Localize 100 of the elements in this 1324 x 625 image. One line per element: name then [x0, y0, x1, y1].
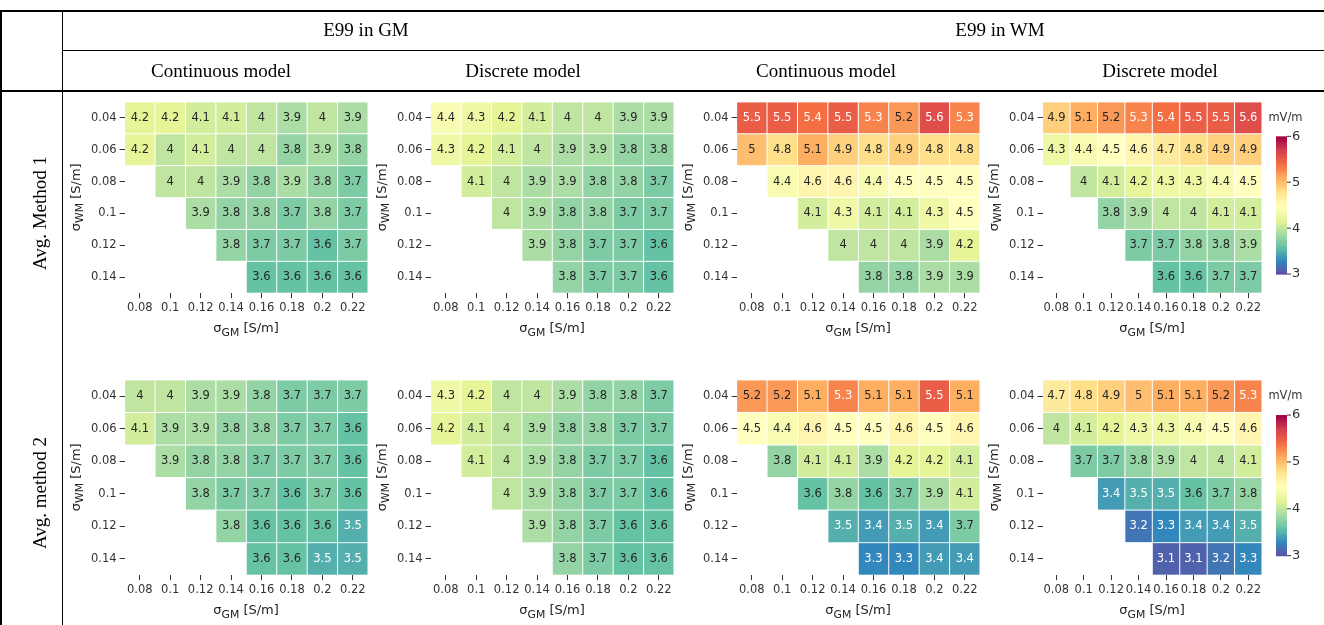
- data-label: 3.8: [1102, 205, 1121, 220]
- data-label: 5.1: [1156, 388, 1176, 403]
- y-tick-label: 0.12: [1009, 518, 1035, 533]
- y-tick-label: 0.12: [91, 518, 117, 533]
- data-label: 3.4: [864, 518, 883, 533]
- x-tick-label: 0.08: [1043, 300, 1070, 315]
- color-bar-label: 3: [1292, 265, 1301, 281]
- data-label: 3.6: [282, 269, 302, 284]
- y-tick-label: 0.12: [703, 237, 729, 252]
- x-tick-label: 0.12: [1098, 582, 1124, 597]
- data-label: 3.7: [588, 485, 608, 500]
- data-label: 4.9: [1239, 141, 1258, 156]
- color-bar-label: 3: [1292, 547, 1301, 563]
- y-tick-label: 0.04: [1009, 388, 1035, 403]
- data-label: 4.1: [527, 109, 547, 124]
- data-label: 3.5: [1156, 485, 1176, 500]
- data-label: 3.6: [1184, 485, 1203, 500]
- data-label: 3.7: [619, 453, 638, 468]
- data-label: 3.8: [1129, 453, 1148, 468]
- x-tick-label: 0.16: [860, 300, 887, 315]
- data-label: 3.8: [588, 388, 608, 403]
- data-label: 4.2: [1129, 173, 1148, 188]
- data-label: 4.5: [955, 205, 974, 220]
- x-tick-label: 0.14: [524, 582, 550, 597]
- data-label: 4.3: [436, 388, 455, 403]
- y-tick-label: 0.08: [91, 173, 117, 188]
- text: Discrete model: [1102, 60, 1218, 82]
- data-label: 4.4: [864, 173, 883, 188]
- x-tick-label: 0.18: [279, 582, 305, 597]
- data-label: 3.8: [313, 173, 332, 188]
- x-tick-label: 0.16: [860, 582, 887, 597]
- data-label: 5.5: [1211, 109, 1231, 124]
- data-label: 3.9: [558, 141, 577, 156]
- x-tick-label: 0.2: [313, 582, 332, 597]
- x-tick-label: 0.08: [127, 582, 153, 597]
- data-label: 4: [227, 141, 235, 156]
- data-label: 4.6: [894, 420, 914, 435]
- data-label: 3.8: [558, 518, 577, 533]
- data-label: 4.1: [497, 141, 516, 156]
- y-tick-label: 0.1: [1016, 485, 1035, 500]
- data-label: 4.1: [467, 453, 486, 468]
- data-label: 3.9: [1129, 205, 1148, 220]
- data-label: 3.9: [1239, 237, 1258, 252]
- data-label: 4.6: [1129, 141, 1148, 156]
- data-label: 4: [136, 388, 144, 403]
- x-tick-label: 0.2: [925, 300, 944, 315]
- x-axis-title: σ$_{GM}$ [S/m]: [213, 320, 279, 339]
- data-label: 3.5: [1129, 485, 1148, 500]
- data-label: 4: [503, 485, 511, 500]
- data-label: 4.1: [955, 485, 974, 500]
- data-label: 4.4: [773, 173, 792, 188]
- data-label: 3.4: [1102, 485, 1121, 500]
- data-label: 3.2: [1211, 550, 1231, 565]
- data-label: 3.8: [191, 453, 210, 468]
- data-label: 3.8: [191, 485, 210, 500]
- data-label: 5.1: [864, 388, 883, 403]
- data-label: 3.7: [313, 485, 332, 500]
- data-label: 3.5: [343, 518, 362, 533]
- data-label: 4: [166, 141, 174, 156]
- data-label: 5: [1134, 388, 1143, 403]
- data-label: 3.8: [1184, 237, 1203, 252]
- data-label: 3.8: [252, 388, 271, 403]
- data-label: 3.7: [343, 205, 362, 220]
- y-tick-label: 0.06: [1009, 141, 1035, 156]
- data-label: 4.4: [1184, 420, 1203, 435]
- data-label: 3.8: [588, 420, 608, 435]
- x-tick-label: 0.2: [313, 300, 332, 315]
- y-tick-label: 0.1: [98, 205, 117, 220]
- y-tick-label: 0.08: [397, 453, 423, 468]
- data-label: 5.2: [773, 388, 792, 403]
- x-tick-label: 0.08: [127, 300, 153, 315]
- y-tick-label: 0.06: [91, 420, 117, 435]
- data-label: 4: [533, 141, 541, 156]
- data-label: 3.8: [619, 173, 638, 188]
- data-label: 4.1: [1239, 205, 1258, 220]
- y-tick-label: 0.06: [703, 141, 729, 156]
- y-tick-label: 0.1: [1016, 205, 1035, 220]
- x-tick-label: 0.16: [1153, 582, 1179, 597]
- data-label: 3.8: [558, 550, 577, 565]
- data-label: 3.9: [527, 485, 547, 500]
- color-bar-label: 4: [1292, 500, 1301, 516]
- data-label: 3.8: [558, 420, 577, 435]
- data-label: 3.7: [894, 485, 914, 500]
- x-tick-label: 0.14: [830, 300, 856, 315]
- data-label: 3.7: [1239, 269, 1258, 284]
- data-label: 3.9: [527, 173, 547, 188]
- data-label: 3.8: [221, 420, 241, 435]
- y-tick-label: 0.08: [1009, 173, 1035, 188]
- data-label: 3.7: [313, 453, 332, 468]
- x-tick-label: 0.2: [619, 300, 638, 315]
- data-label: 4.1: [191, 109, 210, 124]
- x-tick-label: 0.08: [739, 582, 765, 597]
- data-label: 3.9: [864, 453, 883, 468]
- data-label: 4.3: [1156, 420, 1176, 435]
- x-tick-label: 0.18: [279, 300, 305, 315]
- y-tick-label: 0.04: [397, 388, 423, 403]
- data-label: 4.9: [1047, 109, 1066, 124]
- data-label: 3.7: [282, 205, 302, 220]
- data-label: 3.7: [252, 485, 271, 500]
- data-label: 3.5: [1239, 518, 1258, 533]
